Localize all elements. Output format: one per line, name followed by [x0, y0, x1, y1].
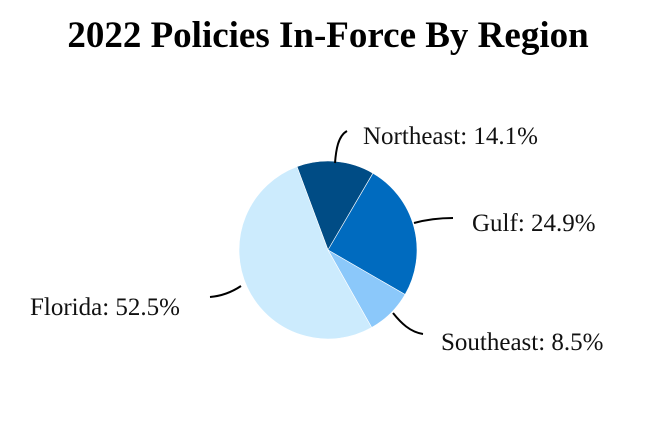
leader-line-florida	[209, 285, 242, 298]
chart-title: 2022 Policies In-Force By Region	[67, 15, 589, 56]
pie-slice-gulf	[327, 172, 418, 295]
leader-line-southeast	[392, 312, 424, 335]
label-gulf: Gulf: 24.9%	[472, 210, 596, 237]
label-florida: Florida: 52.5%	[30, 294, 180, 321]
leader-line-northeast	[334, 130, 348, 164]
pie-slice-florida	[238, 166, 373, 340]
pie-slices	[238, 160, 418, 340]
label-southeast: Southeast: 8.5%	[441, 329, 604, 356]
label-northeast: Northeast: 14.1%	[363, 123, 538, 150]
leader-lines	[209, 130, 454, 335]
leader-line-gulf	[413, 217, 454, 224]
